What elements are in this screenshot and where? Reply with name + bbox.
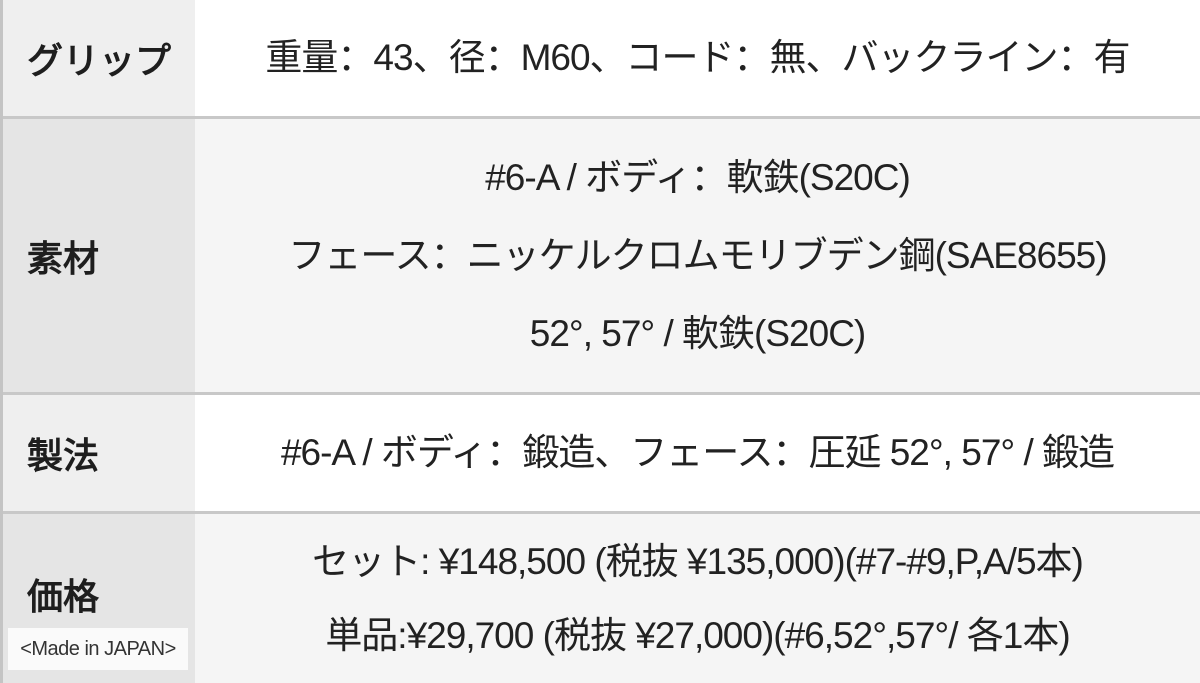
row-header: 価格 <Made in JAPAN> [3,514,195,683]
table-row-method: 製法 #6-A / ボディ：鍛造、フェース：圧延 52°, 57° / 鍛造 [3,395,1200,514]
row-header: グリップ [3,0,195,116]
row-content: #6-A / ボディ：軟鉄(S20C) フェース：ニッケルクロムモリブデン鋼(S… [195,119,1200,392]
row-content: #6-A / ボディ：鍛造、フェース：圧延 52°, 57° / 鍛造 [195,395,1200,511]
row-header-label: 価格 [27,575,100,617]
content-line: #6-A / ボディ：軟鉄(S20C) [485,156,911,198]
table-row-grip: グリップ 重量：43、径：M60、コード：無、バックライン：有 [3,0,1200,119]
content-line: 単品:¥29,700 (税抜 ¥27,000)(#6,52°,57°/ 各1本) [325,614,1070,656]
table-row-price: 価格 <Made in JAPAN> セット: ¥148,500 (税抜 ¥13… [3,514,1200,683]
row-content: 重量：43、径：M60、コード：無、バックライン：有 [195,0,1200,116]
table-row-material: 素材 #6-A / ボディ：軟鉄(S20C) フェース：ニッケルクロムモリブデン… [3,119,1200,395]
content-line: 重量：43、径：M60、コード：無、バックライン：有 [265,37,1130,78]
row-header: 製法 [3,395,195,511]
content-line: フェース：ニッケルクロムモリブデン鋼(SAE8655) [288,234,1107,276]
content-line: 52°, 57° / 軟鉄(S20C) [529,312,866,354]
made-in-japan-label: <Made in JAPAN> [8,628,188,670]
content-line: セット: ¥148,500 (税抜 ¥135,000)(#7-#9,P,A/5本… [312,540,1084,582]
row-content: セット: ¥148,500 (税抜 ¥135,000)(#7-#9,P,A/5本… [195,514,1200,683]
row-header: 素材 [3,119,195,392]
content-line: #6-A / ボディ：鍛造、フェース：圧延 52°, 57° / 鍛造 [280,432,1115,473]
